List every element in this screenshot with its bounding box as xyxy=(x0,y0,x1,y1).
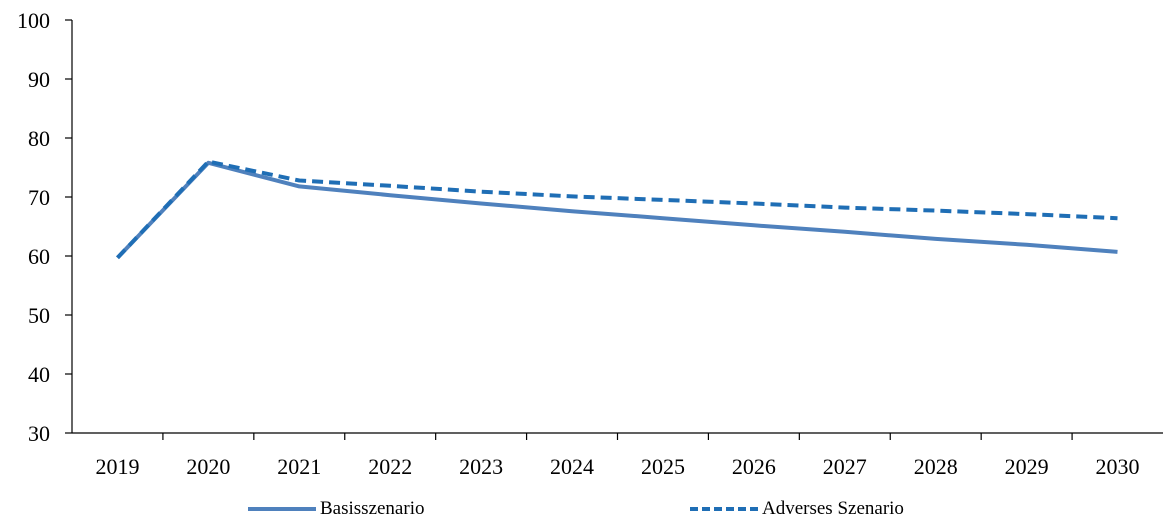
legend-swatch-dashed xyxy=(690,507,758,511)
legend-item-basisszenario: Basisszenario xyxy=(248,496,424,522)
axes xyxy=(65,19,1163,440)
legend-swatch-solid xyxy=(248,507,316,511)
legend-item-adverses-szenario: Adverses Szenario xyxy=(690,496,904,522)
y-tick-label: 40 xyxy=(28,362,50,387)
x-tick-label: 2027 xyxy=(823,454,867,479)
x-tick-label: 2024 xyxy=(550,454,594,479)
x-tick-label: 2028 xyxy=(914,454,958,479)
legend-label-adverses-szenario: Adverses Szenario xyxy=(762,498,904,519)
x-tick-label: 2026 xyxy=(732,454,776,479)
y-tick-label: 100 xyxy=(17,8,50,33)
x-tick-label: 2020 xyxy=(186,454,230,479)
y-tick-label: 50 xyxy=(28,303,50,328)
x-tick-label: 2021 xyxy=(277,454,321,479)
y-tick-label: 60 xyxy=(28,244,50,269)
y-tick-label: 80 xyxy=(28,126,50,151)
x-tick-labels: 2019 2020 2021 2022 2023 2024 2025 2026 2027 2028… xyxy=(95,454,1139,479)
y-tick-label: 90 xyxy=(28,67,50,92)
y-tick-label: 70 xyxy=(28,185,50,210)
y-tick-label: 30 xyxy=(28,421,50,446)
series-line-basisszenario xyxy=(116,160,1118,260)
x-tick-label: 2029 xyxy=(1005,454,1049,479)
x-tick-label: 2030 xyxy=(1096,454,1140,479)
y-tick-labels: 30 40 50 60 70 80 90 100 xyxy=(17,8,50,446)
series-layer xyxy=(116,159,1118,260)
x-tick-label: 2022 xyxy=(368,454,412,479)
x-tick-label: 2019 xyxy=(95,454,139,479)
x-tick-label: 2023 xyxy=(459,454,503,479)
series-line-adverses-szenario xyxy=(116,159,1118,260)
x-tick-label: 2025 xyxy=(641,454,685,479)
legend-label-basisszenario: Basisszenario xyxy=(320,498,425,519)
